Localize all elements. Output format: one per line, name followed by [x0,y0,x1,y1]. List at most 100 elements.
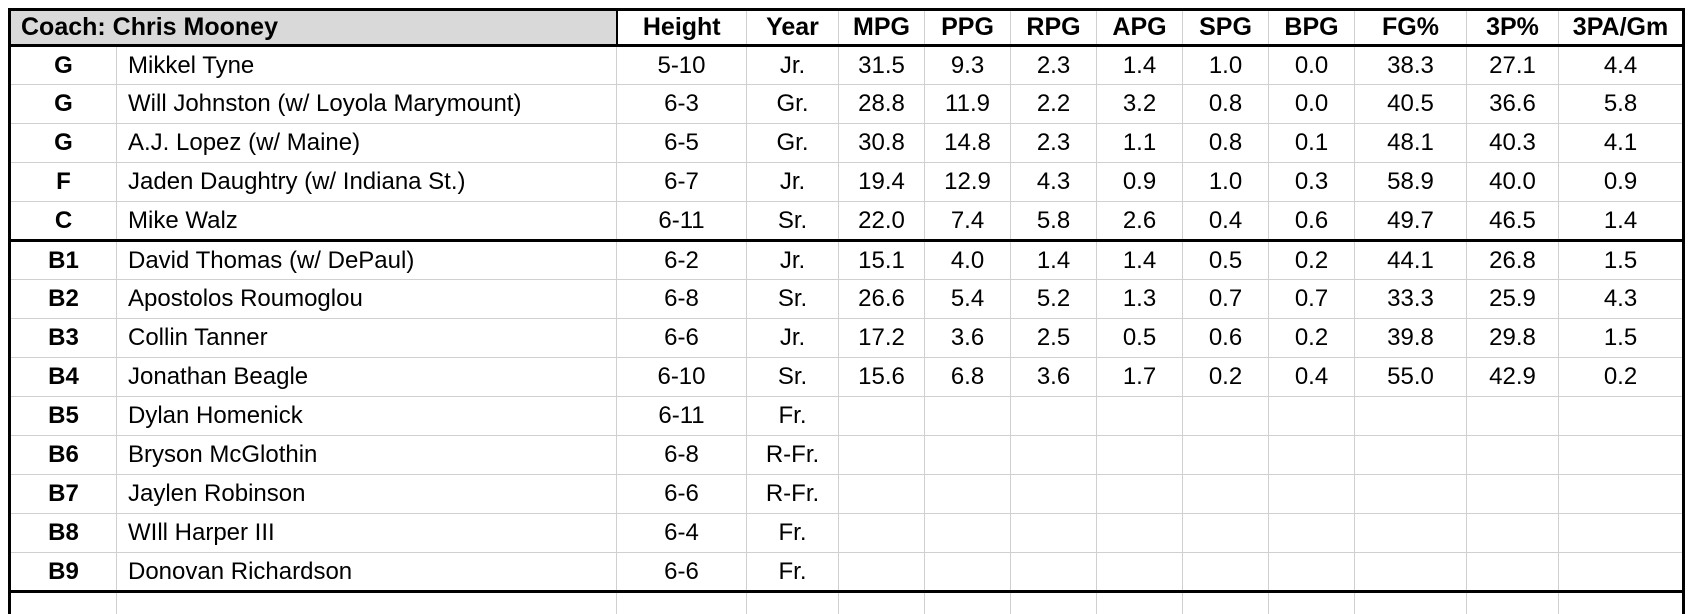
stat-cell-rpg[interactable]: 5.2 [1010,279,1097,319]
player-name-cell[interactable]: Donovan Richardson [116,552,617,593]
stat-cell-rpg[interactable]: 3.6 [1010,357,1097,397]
stat-cell-year[interactable]: R-Fr. [746,435,839,475]
stat-cell-bpg[interactable]: 0.7 [1268,279,1355,319]
column-header-year[interactable]: Year [746,8,839,47]
stat-cell-fg[interactable]: 44.1 [1354,239,1467,280]
stat-cell-year[interactable]: Sr. [746,279,839,319]
stat-cell-fg[interactable]: 39.8 [1354,318,1467,358]
stat-cell-mpg[interactable]: 28.8 [838,84,925,124]
stat-cell-ppg[interactable]: 14.8 [924,123,1011,163]
stat-cell-apg[interactable]: 1.4 [1096,239,1183,280]
stat-cell-3p[interactable] [1466,435,1559,475]
stat-cell-3p[interactable]: 46.5 [1466,201,1559,241]
stat-cell-fg[interactable] [1354,474,1467,514]
stat-cell-rpg[interactable] [1010,396,1097,436]
stat-cell-ppg[interactable]: 4.0 [924,239,1011,280]
empty-cell[interactable] [746,591,839,614]
stat-cell-height[interactable]: 6-5 [616,123,747,163]
player-name-cell[interactable]: David Thomas (w/ DePaul) [116,239,617,280]
stat-cell-height[interactable]: 6-7 [616,162,747,202]
stat-cell-bpg[interactable] [1268,396,1355,436]
stat-cell-fg[interactable]: 55.0 [1354,357,1467,397]
stat-cell-3pa-gm[interactable]: 5.8 [1558,84,1684,124]
stat-cell-ppg[interactable]: 3.6 [924,318,1011,358]
stat-cell-spg[interactable] [1182,435,1269,475]
stat-cell-spg[interactable]: 0.6 [1182,318,1269,358]
stat-cell-ppg[interactable] [924,396,1011,436]
empty-cell[interactable] [616,591,747,614]
stat-cell-3p[interactable]: 27.1 [1466,45,1559,85]
stat-cell-bpg[interactable] [1268,513,1355,553]
stat-cell-mpg[interactable] [838,396,925,436]
stat-cell-year[interactable]: Fr. [746,552,839,593]
stat-cell-height[interactable]: 6-11 [616,396,747,436]
stat-cell-3pa-gm[interactable] [1558,552,1684,593]
stat-cell-spg[interactable]: 0.7 [1182,279,1269,319]
stat-cell-3p[interactable] [1466,396,1559,436]
stat-cell-bpg[interactable]: 0.0 [1268,45,1355,85]
stat-cell-3pa-gm[interactable]: 1.5 [1558,239,1684,280]
position-cell[interactable]: B2 [9,279,117,319]
stat-cell-bpg[interactable]: 0.0 [1268,84,1355,124]
position-cell[interactable]: B9 [9,552,117,593]
stat-cell-year[interactable]: Gr. [746,84,839,124]
stat-cell-spg[interactable]: 0.8 [1182,84,1269,124]
stat-cell-apg[interactable] [1096,435,1183,475]
stat-cell-3p[interactable] [1466,513,1559,553]
empty-cell[interactable] [1096,591,1183,614]
stat-cell-spg[interactable]: 1.0 [1182,162,1269,202]
player-name-cell[interactable]: Dylan Homenick [116,396,617,436]
stat-cell-year[interactable]: Jr. [746,162,839,202]
empty-cell[interactable] [9,591,117,614]
column-header-fg[interactable]: FG% [1354,8,1467,47]
empty-cell[interactable] [116,591,617,614]
player-name-cell[interactable]: A.J. Lopez (w/ Maine) [116,123,617,163]
stat-cell-3pa-gm[interactable]: 4.4 [1558,45,1684,85]
stat-cell-3p[interactable]: 36.6 [1466,84,1559,124]
stat-cell-fg[interactable]: 38.3 [1354,45,1467,85]
stat-cell-3p[interactable]: 40.3 [1466,123,1559,163]
column-header-ppg[interactable]: PPG [924,8,1011,47]
empty-cell[interactable] [1010,591,1097,614]
stat-cell-3p[interactable]: 25.9 [1466,279,1559,319]
stat-cell-fg[interactable] [1354,513,1467,553]
column-header-bpg[interactable]: BPG [1268,8,1355,47]
empty-cell[interactable] [1182,591,1269,614]
stat-cell-3p[interactable]: 26.8 [1466,239,1559,280]
empty-cell[interactable] [1466,591,1559,614]
stat-cell-rpg[interactable]: 2.5 [1010,318,1097,358]
stat-cell-ppg[interactable]: 9.3 [924,45,1011,85]
stat-cell-year[interactable]: Sr. [746,201,839,241]
stat-cell-fg[interactable]: 40.5 [1354,84,1467,124]
stat-cell-ppg[interactable]: 6.8 [924,357,1011,397]
stat-cell-spg[interactable] [1182,474,1269,514]
stat-cell-bpg[interactable]: 0.2 [1268,318,1355,358]
stat-cell-spg[interactable] [1182,513,1269,553]
stat-cell-mpg[interactable]: 30.8 [838,123,925,163]
stat-cell-3pa-gm[interactable]: 4.3 [1558,279,1684,319]
position-cell[interactable]: B4 [9,357,117,397]
player-name-cell[interactable]: Mikkel Tyne [116,45,617,85]
position-cell[interactable]: G [9,84,117,124]
stat-cell-height[interactable]: 6-11 [616,201,747,241]
stat-cell-apg[interactable] [1096,513,1183,553]
stat-cell-year[interactable]: Sr. [746,357,839,397]
stat-cell-rpg[interactable]: 2.3 [1010,123,1097,163]
stat-cell-mpg[interactable]: 15.1 [838,239,925,280]
column-header-spg[interactable]: SPG [1182,8,1269,47]
stat-cell-3pa-gm[interactable] [1558,513,1684,553]
column-header-3p[interactable]: 3P% [1466,8,1559,47]
position-cell[interactable]: F [9,162,117,202]
stat-cell-apg[interactable]: 0.9 [1096,162,1183,202]
stat-cell-mpg[interactable]: 19.4 [838,162,925,202]
stat-cell-bpg[interactable]: 0.6 [1268,201,1355,241]
stat-cell-bpg[interactable]: 0.2 [1268,239,1355,280]
stat-cell-apg[interactable] [1096,552,1183,593]
stat-cell-height[interactable]: 6-6 [616,552,747,593]
stat-cell-rpg[interactable]: 2.3 [1010,45,1097,85]
stat-cell-year[interactable]: Jr. [746,318,839,358]
stat-cell-ppg[interactable]: 11.9 [924,84,1011,124]
stat-cell-apg[interactable]: 0.5 [1096,318,1183,358]
stat-cell-bpg[interactable] [1268,435,1355,475]
stat-cell-mpg[interactable]: 22.0 [838,201,925,241]
